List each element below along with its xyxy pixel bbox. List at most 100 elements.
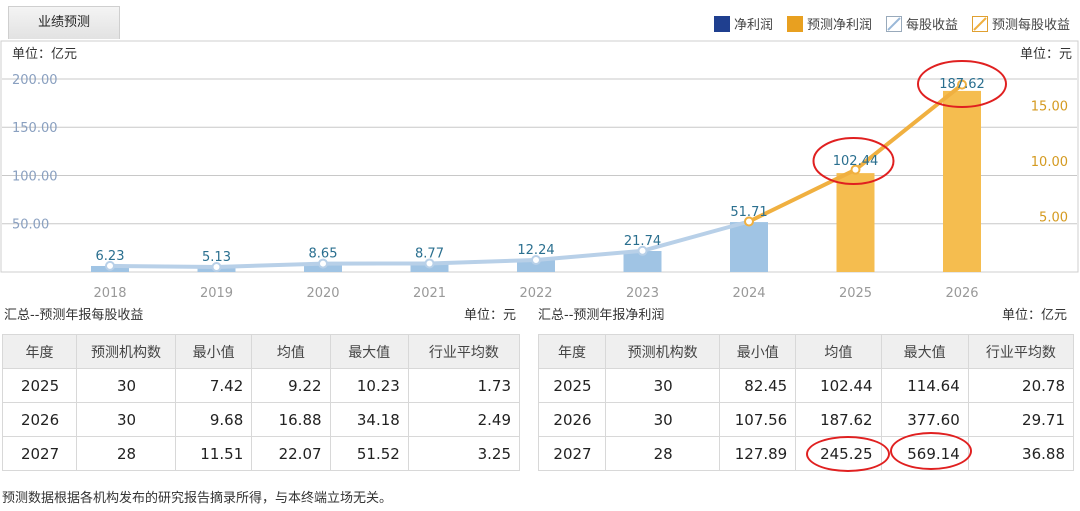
table-cell: 7.42 — [174, 368, 253, 403]
tab-performance-forecast[interactable]: 业绩预测 — [8, 6, 120, 39]
highlight-circle — [917, 60, 1007, 108]
data-label: 8.65 — [309, 247, 338, 262]
legend-label: 预测每股收益 — [991, 18, 1070, 33]
x-axis-tick-label: 2025 — [839, 286, 872, 301]
table-cell: 30 — [605, 402, 721, 437]
legend-label: 净利润 — [733, 18, 773, 33]
data-label: 102.44 — [833, 154, 879, 169]
eps-table-unit: 单位：元 — [464, 308, 517, 323]
x-axis-tick-label: 2021 — [413, 286, 446, 301]
table-cell: 22.07 — [251, 436, 331, 471]
table-cell: 20.78 — [967, 368, 1075, 403]
profit-table-unit: 单位：亿元 — [1002, 308, 1068, 323]
x-axis-tick-label: 2019 — [200, 286, 233, 301]
table-cell: 114.64 — [880, 368, 969, 403]
table-cell: 30 — [605, 368, 721, 403]
left-axis-tick-label: 100.00 — [12, 169, 58, 184]
x-axis-tick-label: 2023 — [626, 286, 659, 301]
table-cell: 28 — [76, 436, 176, 471]
table-cell: 36.88 — [967, 436, 1075, 471]
table-cell: 9.22 — [251, 368, 331, 403]
eps-point — [637, 245, 648, 256]
table-cell: 127.89 — [719, 436, 797, 471]
legend-label: 每股收益 — [905, 18, 958, 33]
highlight-circle — [890, 432, 972, 470]
table-cell: 29.71 — [967, 402, 1075, 437]
legend-forecast-net-profit[interactable]: 预测净利润 — [786, 14, 872, 33]
table-cell: 82.45 — [719, 368, 797, 403]
x-axis-tick-label: 2020 — [306, 286, 339, 301]
data-label: 51.71 — [730, 205, 767, 220]
chart-bar — [943, 90, 981, 272]
chart-legend: 净利润 预测净利润 每股收益 预测每股收益 — [713, 14, 1070, 33]
table-cell: 2027 — [537, 436, 607, 471]
table-cell: 1.73 — [407, 368, 521, 403]
eps-point — [744, 216, 754, 227]
chart-bar — [836, 173, 875, 272]
table-cell: 30 — [76, 368, 176, 403]
table-cell: 30 — [76, 402, 176, 437]
column-header: 年度 — [537, 334, 607, 369]
legend-net-profit[interactable]: 净利润 — [713, 14, 773, 33]
table-row: 2026 30 9.68 16.88 34.18 2.49 — [1, 402, 521, 437]
chart-bar — [730, 222, 768, 272]
right-unit-label: 单位：元 — [1020, 47, 1072, 62]
table-row: 2025 30 82.45 102.44 114.64 20.78 — [537, 368, 1075, 403]
legend-forecast-eps[interactable]: 预测每股收益 — [971, 14, 1070, 33]
chart-bar — [517, 260, 555, 272]
data-label: 5.13 — [202, 250, 231, 265]
column-header: 最大值 — [329, 334, 409, 369]
column-header: 最小值 — [719, 334, 797, 369]
table-cell: 11.51 — [174, 436, 253, 471]
right-axis-tick-label: 15.00 — [1031, 100, 1068, 115]
eps-point — [850, 164, 861, 175]
data-label: 12.24 — [517, 243, 554, 258]
data-label: 8.77 — [415, 247, 444, 262]
table-cell: 187.62 — [795, 402, 882, 437]
eps-table-title: 汇总--预测年报每股收益 — [4, 308, 144, 323]
eps-point — [424, 258, 435, 269]
chart-svg: 50.00 100.00 150.00 200.00 5.00 10.00 15.00 单位：… — [0, 40, 1079, 301]
data-label: 6.23 — [96, 249, 125, 264]
x-axis-tick-label: 2022 — [519, 286, 552, 301]
table-row: 2027 28 11.51 22.07 51.52 3.25 — [1, 436, 521, 471]
table-cell: 102.44 — [795, 368, 882, 403]
x-axis-tick-label: 2026 — [945, 286, 978, 301]
left-axis-tick-label: 150.00 — [12, 121, 58, 136]
table-cell: 2025 — [1, 368, 78, 403]
highlight-circle — [812, 137, 895, 185]
right-axis-tick-label: 10.00 — [1031, 155, 1068, 170]
eps-point — [531, 255, 541, 266]
column-header: 最小值 — [174, 334, 253, 369]
x-axis-tick-label: 2024 — [732, 286, 765, 301]
table-cell: 107.56 — [719, 402, 797, 437]
eps-swatch-icon — [885, 15, 902, 32]
column-header: 最大值 — [880, 334, 969, 369]
profit-table-title: 汇总--预测年报净利润 — [538, 308, 665, 323]
eps-point — [957, 79, 967, 90]
legend-label: 预测净利润 — [806, 18, 872, 33]
table-cell: 9.68 — [174, 402, 253, 437]
forecast-eps-swatch-icon — [971, 15, 988, 32]
table-cell: 2026 — [537, 402, 607, 437]
table-cell: 28 — [605, 436, 721, 471]
table-cell: 16.88 — [251, 402, 331, 437]
eps-point — [105, 260, 115, 271]
table-cell: 377.60 — [880, 402, 969, 437]
net-profit-swatch-icon — [713, 15, 730, 32]
column-header: 年度 — [1, 334, 78, 369]
table-cell: 2026 — [1, 402, 78, 437]
eps-forecast-table: 年度 预测机构数 最小值 均值 最大值 行业平均数 2025 30 7.42 9.22 10.23 1… — [1, 334, 521, 471]
table-cell: 51.52 — [329, 436, 409, 471]
legend-eps[interactable]: 每股收益 — [885, 14, 958, 33]
left-axis-tick-label: 200.00 — [12, 73, 58, 88]
eps-point — [318, 258, 328, 269]
column-header: 均值 — [251, 334, 331, 369]
table-cell: 3.25 — [407, 436, 521, 471]
data-label: 21.74 — [624, 234, 661, 249]
table-row: 2026 30 107.56 187.62 377.60 29.71 — [537, 402, 1075, 437]
forecast-net-profit-swatch-icon — [786, 15, 803, 32]
table-cell: 2027 — [1, 436, 78, 471]
column-header: 行业平均数 — [967, 334, 1075, 369]
left-unit-label: 单位：亿元 — [12, 47, 77, 62]
